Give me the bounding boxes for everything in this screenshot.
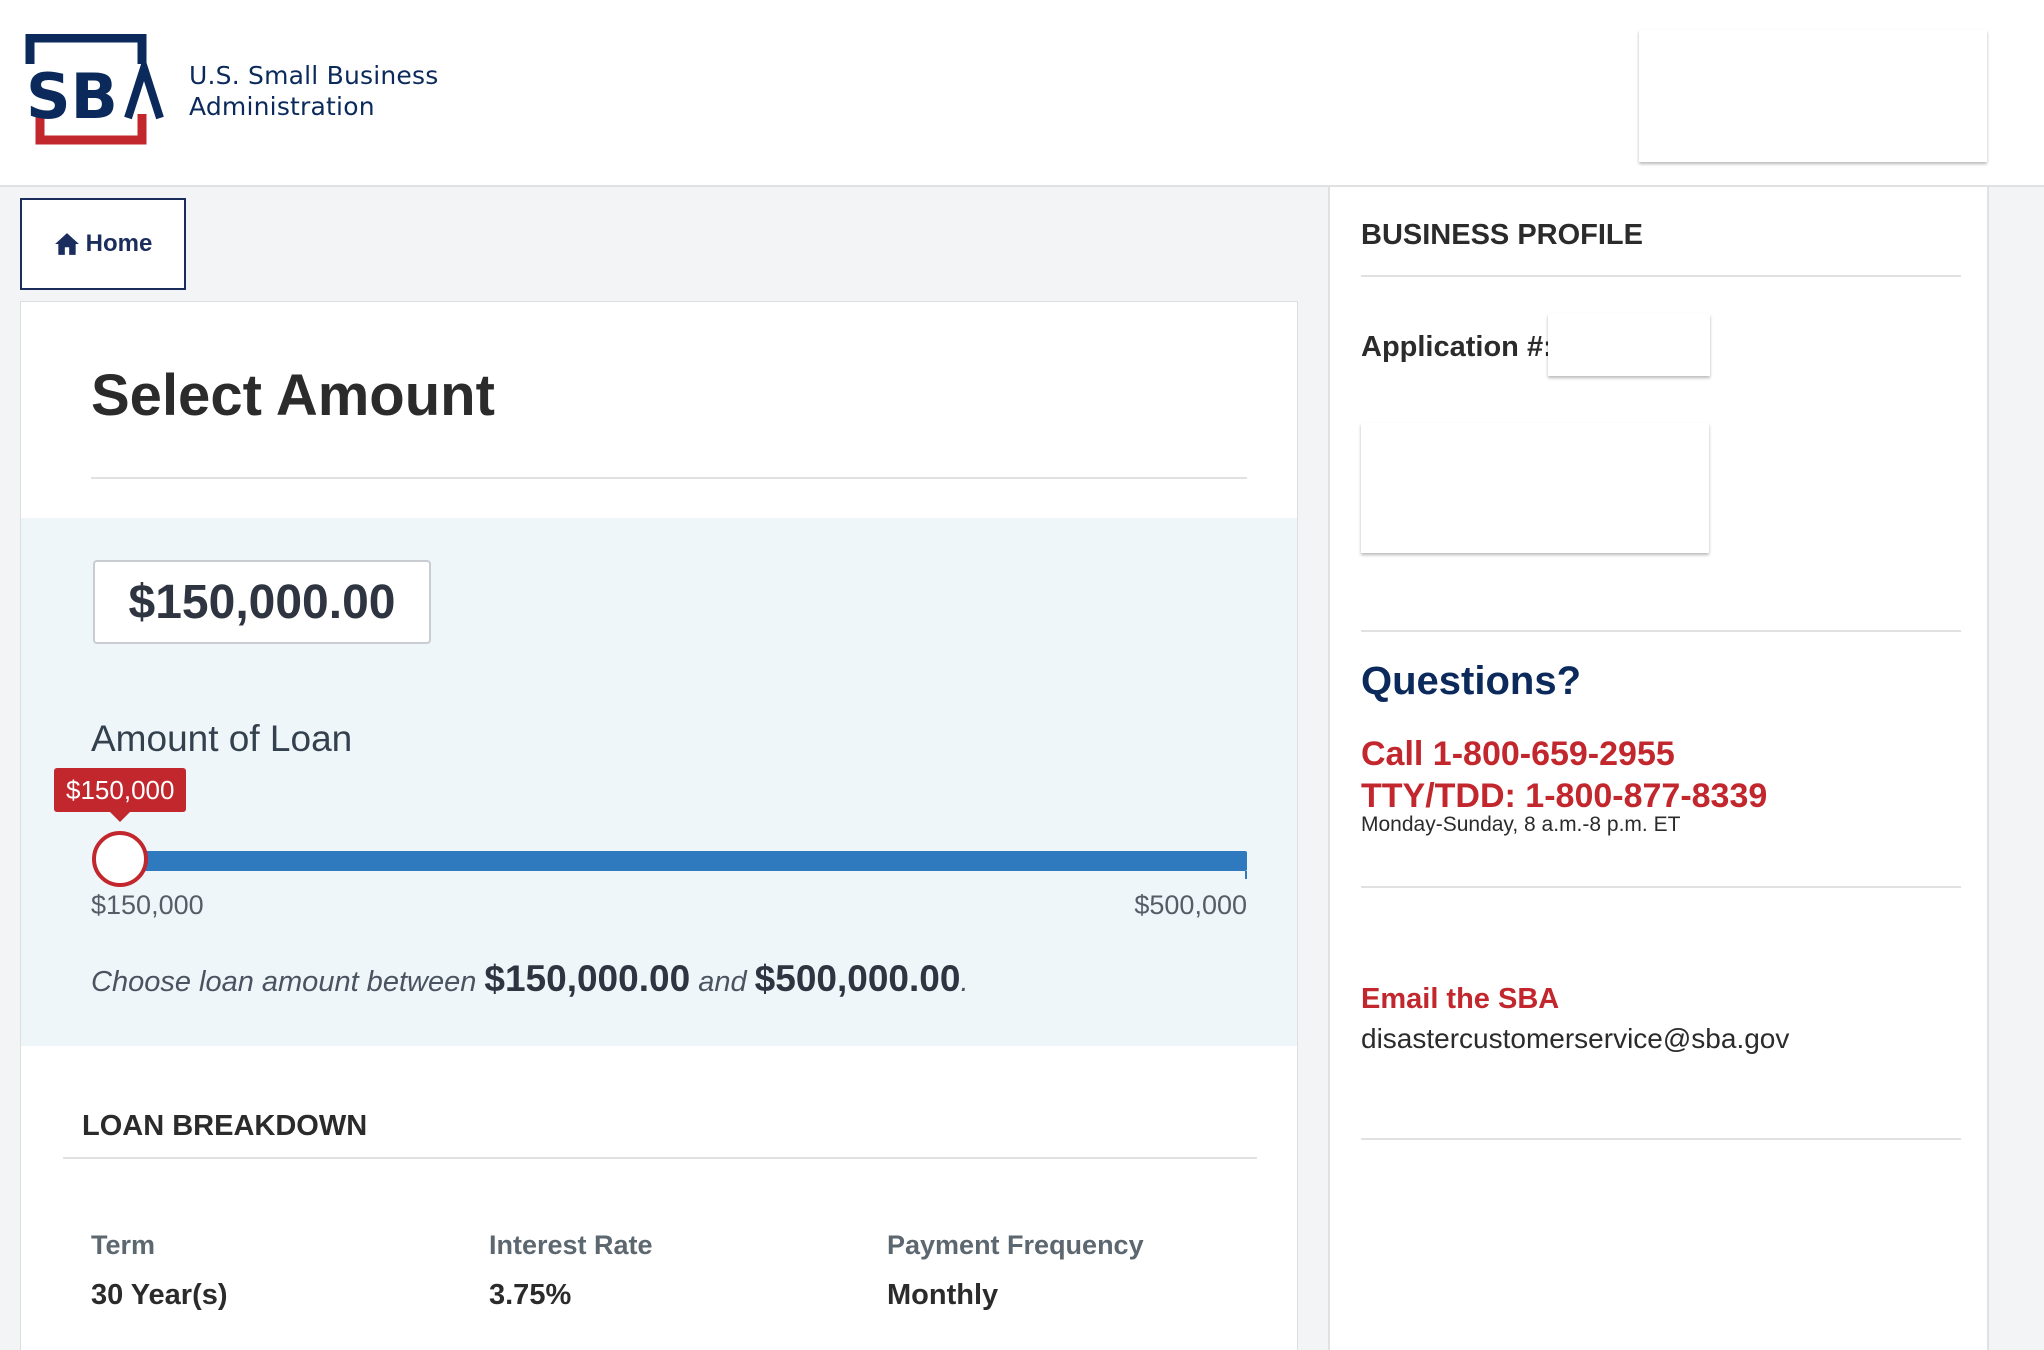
email-heading: Email the SBA	[1361, 983, 1560, 1015]
tty-phone-link[interactable]: TTY/TDD: 1-800-877-8339	[1361, 777, 1768, 815]
svg-text:SB: SB	[26, 60, 118, 133]
hint-and: and	[698, 966, 747, 998]
slider-min-label: $150,000	[91, 890, 204, 920]
questions-heading: Questions?	[1361, 659, 1582, 703]
sba-logo[interactable]: SB	[22, 34, 167, 146]
term-value: 30 Year(s)	[91, 1279, 228, 1311]
agency-name-line2: Administration	[189, 92, 375, 121]
header-account-box	[1639, 30, 1987, 162]
slider-label: Amount of Loan	[91, 718, 353, 759]
home-icon	[54, 233, 79, 255]
interest-rate-value: 3.75%	[489, 1279, 572, 1311]
interest-rate-label: Interest Rate	[489, 1230, 653, 1260]
payment-frequency-column: Payment Frequency Monthly	[887, 1230, 1144, 1312]
slider-value-tooltip: $150,000	[54, 768, 187, 822]
term-column: Term 30 Year(s)	[91, 1230, 228, 1312]
agency-name: U.S. Small Business Administration	[189, 60, 438, 122]
business-info-box	[1361, 423, 1709, 553]
contact-phone: Call 1-800-659-2955 TTY/TDD: 1-800-877-8…	[1361, 733, 1767, 817]
title-divider	[91, 477, 1247, 479]
hint-min-amount: $150,000.00	[484, 958, 691, 999]
payment-frequency-label: Payment Frequency	[887, 1230, 1144, 1260]
slider-thumb[interactable]	[92, 831, 148, 887]
call-phone-link[interactable]: Call 1-800-659-2955	[1361, 735, 1675, 773]
application-number-value	[1548, 314, 1710, 376]
hint-max-amount: $500,000.00	[754, 958, 961, 999]
loan-amount-panel: $150,000.00 Amount of Loan $150,000 $150…	[21, 518, 1297, 1046]
hint-prefix: Choose loan amount between	[91, 966, 477, 998]
contact-hours: Monday-Sunday, 8 a.m.-8 p.m. ET	[1361, 813, 1681, 836]
term-label: Term	[91, 1230, 156, 1260]
select-amount-card: Select Amount $150,000.00 Amount of Loan…	[20, 301, 1298, 1350]
sidebar-divider	[1361, 1138, 1961, 1140]
loan-amount-input[interactable]: $150,000.00	[93, 560, 431, 644]
sidebar-divider	[1361, 275, 1961, 277]
sidebar-divider	[1361, 630, 1961, 632]
interest-rate-column: Interest Rate 3.75%	[489, 1230, 653, 1312]
business-profile-heading: BUSINESS PROFILE	[1361, 219, 1643, 251]
payment-frequency-value: Monthly	[887, 1279, 999, 1311]
amount-range-hint: Choose loan amount between $150,000.00 a…	[91, 958, 969, 1000]
business-profile-sidebar: BUSINESS PROFILE Application #: Question…	[1328, 187, 1989, 1350]
hint-suffix: .	[960, 966, 969, 998]
agency-name-line1: U.S. Small Business	[189, 61, 439, 90]
slider-end-tick	[1245, 871, 1247, 879]
loan-breakdown-heading: LOAN BREAKDOWN	[82, 1110, 368, 1142]
sidebar-divider	[1361, 886, 1961, 888]
breakdown-divider	[63, 1157, 1257, 1159]
slider-track[interactable]	[113, 851, 1247, 871]
page-title: Select Amount	[91, 363, 495, 428]
email-link[interactable]: disastercustomerservice@sba.gov	[1361, 1023, 1790, 1054]
site-header: SB U.S. Small Business Administration	[0, 0, 2044, 187]
slider-tooltip-text: $150,000	[66, 774, 175, 805]
application-number-label: Application #:	[1361, 331, 1553, 363]
home-button-label: Home	[85, 230, 153, 257]
home-button[interactable]: Home	[20, 198, 186, 290]
slider-max-label: $500,000	[1134, 890, 1247, 920]
